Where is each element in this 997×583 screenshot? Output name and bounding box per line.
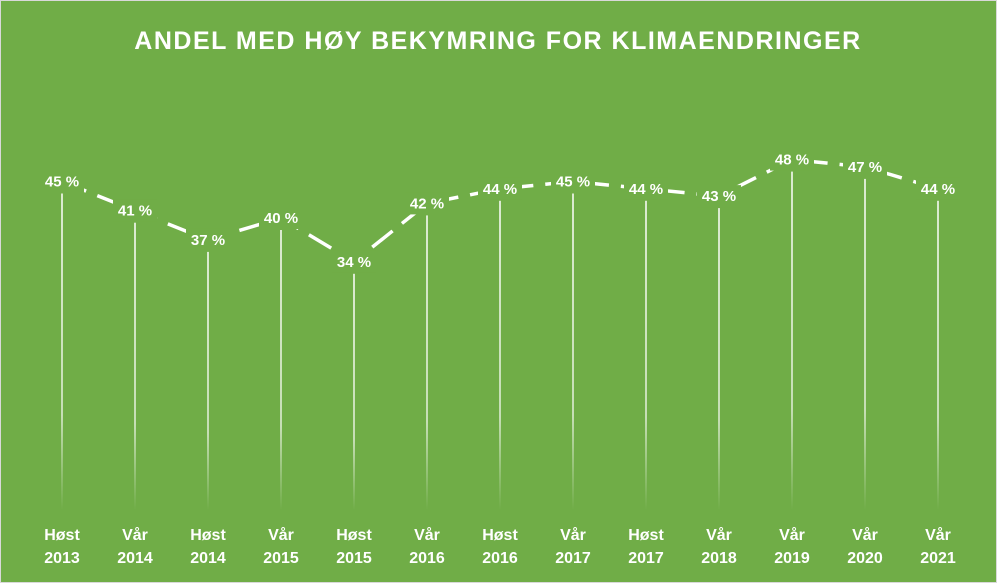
data-label: 37 % [191,232,225,249]
label-gap [916,177,960,200]
label-gap [478,177,522,200]
x-tick-label-line: Vår [852,526,878,544]
drop-line [499,200,501,511]
x-tick-label: Vår 2017 [555,526,591,567]
x-tick-label-line: 2014 [117,550,153,567]
x-tick-label-line: 2018 [701,550,737,567]
data-label: 47 % [848,159,882,176]
x-tick-label: Vår 2015 [263,526,299,567]
x-tick-label-line: 2021 [920,550,956,567]
x-tick-label: Vår 2021 [920,526,956,567]
drop-line [426,215,428,510]
data-label: 42 % [410,195,444,212]
x-tick-label-line: Vår [268,526,294,544]
drop-line [645,200,647,511]
x-tick-label: Høst 2016 [482,527,518,567]
label-gap [186,228,230,251]
x-tick-label: Høst 2015 [336,527,372,567]
data-label: 43 % [702,188,736,205]
x-tick-label-line: Høst [336,527,372,544]
x-tick-label-line: Høst [44,527,80,544]
x-tick-label-line: Høst [628,527,664,544]
label-gap [624,177,668,200]
data-label: 44 % [483,181,517,198]
x-tick-label-line: 2013 [44,550,80,567]
x-tick-label-line: Høst [482,527,518,544]
data-label: 44 % [921,181,955,198]
label-gap [405,192,449,215]
data-label: 45 % [556,174,590,191]
chart-title: ANDEL MED HØY BEKYMRING FOR KLIMAENDRING… [134,27,861,55]
label-gap [697,185,741,208]
data-label: 41 % [118,203,152,220]
x-tick-label-line: 2015 [263,550,299,567]
x-tick-label-line: Vår [925,526,951,544]
x-tick-label-line: Vår [414,526,440,544]
label-gap [332,250,376,273]
x-tick-label-line: Vår [706,526,732,544]
x-tick-label: Vår 2019 [774,526,810,567]
x-tick-label: Vår 2014 [117,526,153,567]
data-label: 48 % [775,152,809,169]
data-label: 40 % [264,210,298,227]
drop-line [61,193,63,510]
drop-line [864,178,866,510]
x-tick-label: Vår 2018 [701,526,737,567]
drop-line [718,208,720,510]
x-tick-label-line: 2020 [847,550,883,567]
label-gap [770,148,814,171]
drop-line [207,251,209,510]
x-tick-label-line: 2017 [628,550,664,567]
x-tick-label: Vår 2020 [847,526,883,567]
label-gap [40,170,84,193]
drop-line [353,273,355,510]
drop-line [937,200,939,511]
x-tick-label-line: 2017 [555,550,591,567]
label-gap [113,199,157,222]
x-tick-label-line: 2016 [482,550,518,567]
data-label: 45 % [45,174,79,191]
x-tick-label: Høst 2017 [628,527,664,567]
x-tick-label-line: 2019 [774,550,810,567]
x-tick-label-line: Vår [560,526,586,544]
drop-line [280,230,282,510]
x-tick-label: Vår 2016 [409,526,445,567]
x-tick-label: Høst 2014 [190,527,226,567]
label-gap [843,155,887,178]
x-tick-label-line: Vår [122,526,148,544]
drop-line [134,222,136,510]
x-tick-label-line: 2014 [190,550,226,567]
x-tick-label-line: 2015 [336,550,372,567]
drop-line [572,193,574,510]
x-tick-label-line: 2016 [409,550,445,567]
label-gap [551,170,595,193]
data-label: 34 % [337,254,371,271]
x-tick-label-line: Vår [779,526,805,544]
x-tick-label-line: Høst [190,527,226,544]
drop-line [791,171,793,510]
label-gap [259,207,303,229]
data-label: 44 % [629,181,663,198]
x-tick-label: Høst 2013 [44,527,80,567]
